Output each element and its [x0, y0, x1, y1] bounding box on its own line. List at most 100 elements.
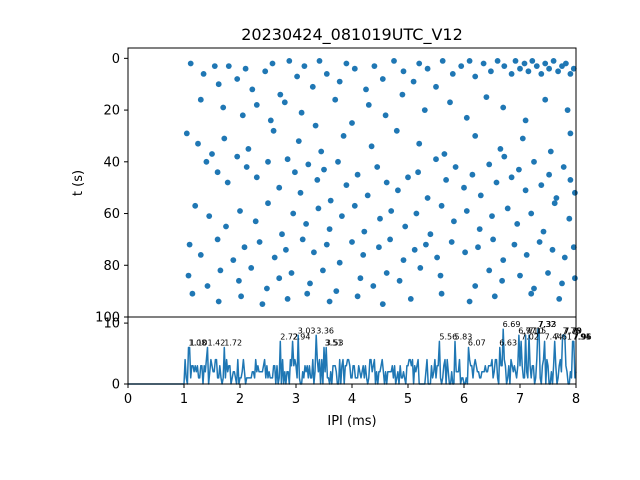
raster-point	[371, 63, 378, 69]
x-tick-label: 4	[348, 392, 356, 407]
peak-label: 7.33	[539, 320, 557, 329]
y-tick-label: 60	[103, 207, 120, 222]
raster-point	[265, 200, 271, 207]
raster-point	[494, 58, 501, 64]
raster-point	[292, 169, 298, 176]
raster-point	[281, 99, 288, 106]
raster-point	[332, 96, 339, 103]
histogram-line	[128, 328, 577, 385]
peak-label: 7.95	[573, 332, 591, 341]
raster-point	[413, 210, 420, 217]
raster-point	[395, 187, 401, 194]
raster-point	[437, 272, 444, 279]
raster-point	[461, 184, 467, 191]
x-tick-label: 2	[236, 392, 244, 407]
raster-point	[187, 60, 194, 67]
raster-point	[253, 102, 260, 108]
peak-label: 3.36	[316, 326, 334, 335]
raster-point	[491, 293, 498, 300]
raster-point	[206, 213, 213, 220]
raster-point	[521, 60, 528, 67]
raster-point	[283, 246, 289, 253]
raster-point	[262, 68, 269, 75]
raster-point	[458, 63, 465, 69]
raster-point	[546, 171, 552, 178]
raster-frame	[127, 47, 577, 318]
raster-point	[472, 73, 479, 80]
raster-point	[238, 293, 245, 300]
raster-point	[416, 60, 423, 67]
raster-point	[533, 63, 540, 69]
raster-panel: 0 20 40 60 80 100	[95, 47, 578, 326]
raster-point	[220, 104, 227, 111]
raster-point	[393, 127, 400, 134]
peak-label: 7.96	[574, 332, 592, 341]
raster-point	[316, 58, 323, 64]
raster-point	[239, 112, 246, 119]
x-axis-label: IPI (ms)	[327, 414, 376, 429]
raster-point	[351, 202, 358, 209]
peak-labels: 1.081.10 1.421.72 2.722.943.03 3.36 3.513.53…	[189, 320, 592, 347]
x-tick-label: 3	[292, 392, 300, 407]
peak-label: 5.56	[439, 332, 457, 341]
raster-point	[528, 210, 535, 217]
raster-point	[469, 171, 476, 178]
raster-point	[555, 68, 561, 75]
raster-point	[488, 68, 494, 75]
raster-point	[411, 246, 418, 253]
raster-point	[382, 112, 389, 119]
peak-label: 6.63	[499, 339, 517, 348]
raster-point	[443, 177, 449, 183]
raster-point	[475, 244, 481, 251]
raster-point	[189, 290, 196, 297]
raster-point	[434, 254, 440, 261]
peak-label: 2.94	[293, 332, 311, 341]
peak-label: 1.72	[224, 339, 242, 348]
raster-point	[486, 161, 493, 168]
raster-point	[383, 270, 390, 276]
raster-point	[249, 86, 256, 93]
raster-point	[351, 65, 358, 72]
raster-point	[525, 68, 532, 75]
raster-point	[270, 127, 277, 134]
raster-point	[500, 104, 507, 111]
raster-point	[388, 208, 395, 214]
peak-label: 7.32	[538, 320, 556, 329]
raster-point	[441, 151, 448, 157]
y-tick-label: 20	[103, 104, 120, 119]
raster-point	[234, 153, 241, 160]
raster-point	[517, 272, 523, 279]
raster-point	[224, 179, 231, 186]
raster-point	[265, 158, 271, 165]
raster-point	[433, 156, 439, 163]
y-axis-label: t (s)	[71, 170, 86, 196]
y-tick-label: 0	[112, 52, 120, 67]
raster-point	[476, 226, 483, 233]
raster-point	[551, 200, 558, 207]
raster-point	[217, 267, 224, 274]
peak-label: 7.78	[564, 326, 582, 335]
raster-point	[508, 174, 515, 181]
x-tick-label: 5	[404, 392, 412, 407]
raster-point	[550, 58, 557, 64]
peak-label: 6.07	[468, 339, 486, 348]
raster-point	[424, 195, 431, 201]
raster-point	[269, 60, 276, 67]
raster-point	[365, 102, 372, 108]
raster-point	[357, 275, 364, 282]
raster-point	[415, 169, 421, 176]
raster-point	[522, 187, 529, 194]
raster-point	[572, 189, 578, 196]
raster-point	[248, 265, 255, 271]
raster-point	[295, 138, 302, 145]
x-tick-label: 6	[460, 392, 468, 407]
raster-point	[214, 169, 221, 176]
raster-point	[400, 257, 407, 263]
raster-point	[340, 133, 347, 139]
raster-point	[564, 107, 571, 113]
raster-point	[511, 241, 518, 248]
raster-point	[360, 252, 367, 258]
raster-point	[314, 177, 321, 183]
raster-point	[197, 96, 204, 103]
raster-point	[545, 270, 551, 276]
